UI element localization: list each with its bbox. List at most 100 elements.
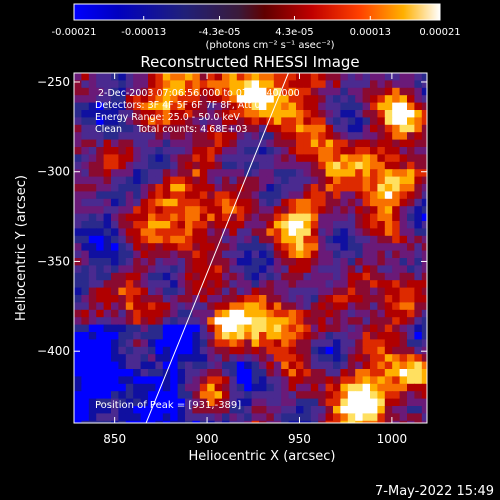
heatmap-cell [251, 87, 260, 96]
heatmap-cell [177, 317, 186, 326]
heatmap-cell [384, 280, 393, 289]
heatmap-cell [125, 250, 134, 259]
heatmap-cell [347, 139, 356, 148]
heatmap-cell [162, 110, 171, 118]
heatmap-cell [177, 117, 186, 126]
heatmap-cell [185, 272, 193, 281]
heatmap-cell [414, 391, 423, 400]
heatmap-cell [273, 191, 282, 200]
heatmap-cell [111, 228, 119, 237]
heatmap-cell [74, 87, 82, 96]
heatmap-cell [340, 302, 349, 311]
heatmap-cell [88, 361, 97, 370]
heatmap-cell [170, 102, 179, 111]
heatmap-cell [199, 154, 208, 163]
heatmap-cell [303, 280, 312, 289]
heatmap-cell [259, 324, 267, 333]
heatmap-cell [370, 398, 378, 407]
heatmap-cell [214, 191, 223, 200]
heatmap-cell [177, 206, 186, 215]
heatmap-cell [281, 280, 290, 289]
heatmap-cell [288, 154, 297, 163]
heatmap-cell [162, 95, 171, 104]
heatmap-cell [355, 354, 364, 363]
heatmap-cell [162, 191, 171, 200]
heatmap-cell [170, 376, 179, 385]
heatmap-cell [355, 272, 364, 281]
heatmap-cell [170, 295, 179, 303]
heatmap-cell [103, 361, 112, 370]
heatmap-cell [355, 235, 364, 244]
heatmap-cell [155, 191, 164, 200]
heatmap-cell [214, 258, 223, 266]
heatmap-cell [370, 124, 378, 133]
heatmap-cell [318, 184, 327, 192]
heatmap-cell [148, 117, 156, 126]
heatmap-cell [392, 73, 401, 81]
heatmap-cell [170, 191, 179, 200]
heatmap-cell [74, 332, 82, 340]
heatmap-cell [392, 369, 401, 377]
heatmap-cell [155, 332, 164, 340]
heatmap-cell [318, 198, 327, 207]
heatmap-cell [370, 287, 378, 296]
heatmap-cell [355, 339, 364, 348]
heatmap-cell [96, 413, 105, 422]
heatmap-cell [303, 213, 312, 222]
heatmap-cell [207, 184, 216, 192]
heatmap-cell [74, 191, 82, 200]
heatmap-cell [185, 361, 193, 370]
heatmap-cell [111, 250, 119, 259]
heatmap-cell [96, 87, 105, 96]
heatmap-cell [384, 147, 393, 155]
heatmap-cell [177, 147, 186, 155]
heatmap-cell [273, 117, 282, 126]
heatmap-cell [118, 191, 127, 200]
heatmap-cell [148, 332, 156, 340]
heatmap-cell [103, 295, 112, 303]
heatmap-cell [384, 191, 393, 200]
heatmap-cell [407, 228, 415, 237]
heatmap-cell [392, 139, 401, 148]
heatmap-cell [281, 406, 290, 414]
heatmap-cell [199, 117, 208, 126]
heatmap-cell [259, 302, 267, 311]
heatmap-cell [162, 243, 171, 252]
heatmap-cell [118, 117, 127, 126]
heatmap-cell [384, 235, 393, 244]
heatmap-cell [125, 391, 134, 400]
heatmap-cell [133, 265, 142, 274]
heatmap-cell [185, 235, 193, 244]
heatmap-cell [355, 161, 364, 170]
heatmap-cell [133, 295, 142, 303]
heatmap-cell [81, 272, 90, 281]
heatmap-cell [288, 280, 297, 289]
heatmap-cell [347, 147, 356, 155]
heatmap-cell [296, 221, 304, 229]
heatmap-cell [207, 420, 216, 423]
heatmap-cell [111, 80, 119, 89]
heatmap-cell [148, 176, 156, 185]
heatmap-cell [355, 295, 364, 303]
heatmap-cell [111, 161, 119, 170]
heatmap-cell [229, 250, 238, 259]
heatmap-cell [296, 406, 304, 414]
heatmap-cell [325, 391, 334, 400]
heatmap-cell [185, 243, 193, 252]
heatmap-cell [251, 110, 260, 118]
heatmap-cell [229, 110, 238, 118]
heatmap-cell [170, 420, 179, 423]
heatmap-cell [414, 354, 423, 363]
heatmap-cell [377, 95, 386, 104]
heatmap-cell [74, 354, 82, 363]
heatmap-cell [74, 250, 82, 259]
heatmap-cell [384, 272, 393, 281]
heatmap-cell [407, 169, 415, 178]
heatmap-cell [199, 302, 208, 311]
heatmap-cell [170, 184, 179, 192]
heatmap-cell [162, 228, 171, 237]
heatmap-cell [355, 376, 364, 385]
heatmap-cell [207, 95, 216, 104]
heatmap-cell [370, 339, 378, 348]
heatmap-cell [103, 147, 112, 155]
